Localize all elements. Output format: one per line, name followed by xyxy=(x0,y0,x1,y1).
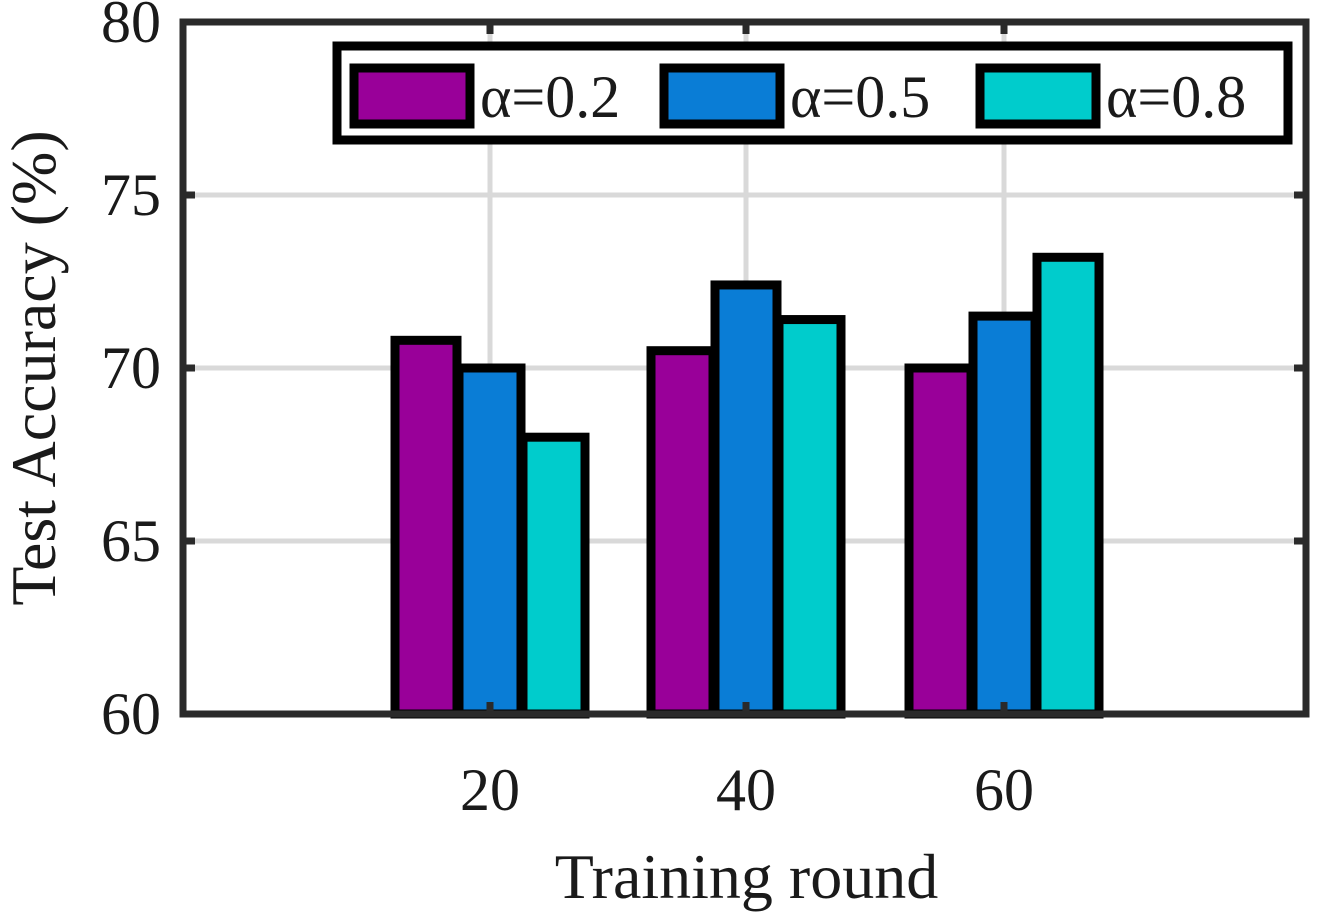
bar-20-series-1 xyxy=(390,335,462,719)
legend-label-3: α=0.8 xyxy=(1106,64,1246,130)
bar-40-series-2 xyxy=(710,280,782,719)
legend-label-1: α=0.2 xyxy=(480,64,620,130)
y-tick-labels: 60 65 70 75 80 xyxy=(101,0,161,747)
x-axis-label: Training round xyxy=(555,841,938,912)
bar-20-series-2 xyxy=(454,363,526,719)
bar-60-series-2 xyxy=(968,311,1040,719)
legend-label-2: α=0.5 xyxy=(790,64,930,130)
tick-marks xyxy=(183,18,1306,718)
bar-40-series-3 xyxy=(774,315,846,719)
y-tick-label: 65 xyxy=(101,508,161,574)
x-tick-label: 60 xyxy=(974,757,1034,823)
legend-swatch-1 xyxy=(349,63,475,129)
x-tick-label: 40 xyxy=(716,757,776,823)
bar-60-series-3 xyxy=(1032,252,1104,719)
y-tick-label: 70 xyxy=(101,335,161,401)
legend-box xyxy=(332,41,1293,145)
bar-20-series-3 xyxy=(518,432,590,719)
legend-swatch-2 xyxy=(659,63,785,129)
bar-40-series-1 xyxy=(646,346,718,719)
legend-swatch-3 xyxy=(975,63,1101,129)
y-tick-label: 80 xyxy=(101,0,161,55)
y-axis-label: Test Accuracy (%) xyxy=(0,130,69,605)
y-tick-label: 60 xyxy=(101,681,161,747)
bars xyxy=(390,252,1104,719)
x-tick-labels: 20 40 60 xyxy=(460,757,1034,823)
bar-60-series-1 xyxy=(904,363,976,719)
y-tick-label: 75 xyxy=(101,162,161,228)
x-tick-label: 20 xyxy=(460,757,520,823)
legend: α=0.2 α=0.5 α=0.8 xyxy=(332,41,1293,145)
